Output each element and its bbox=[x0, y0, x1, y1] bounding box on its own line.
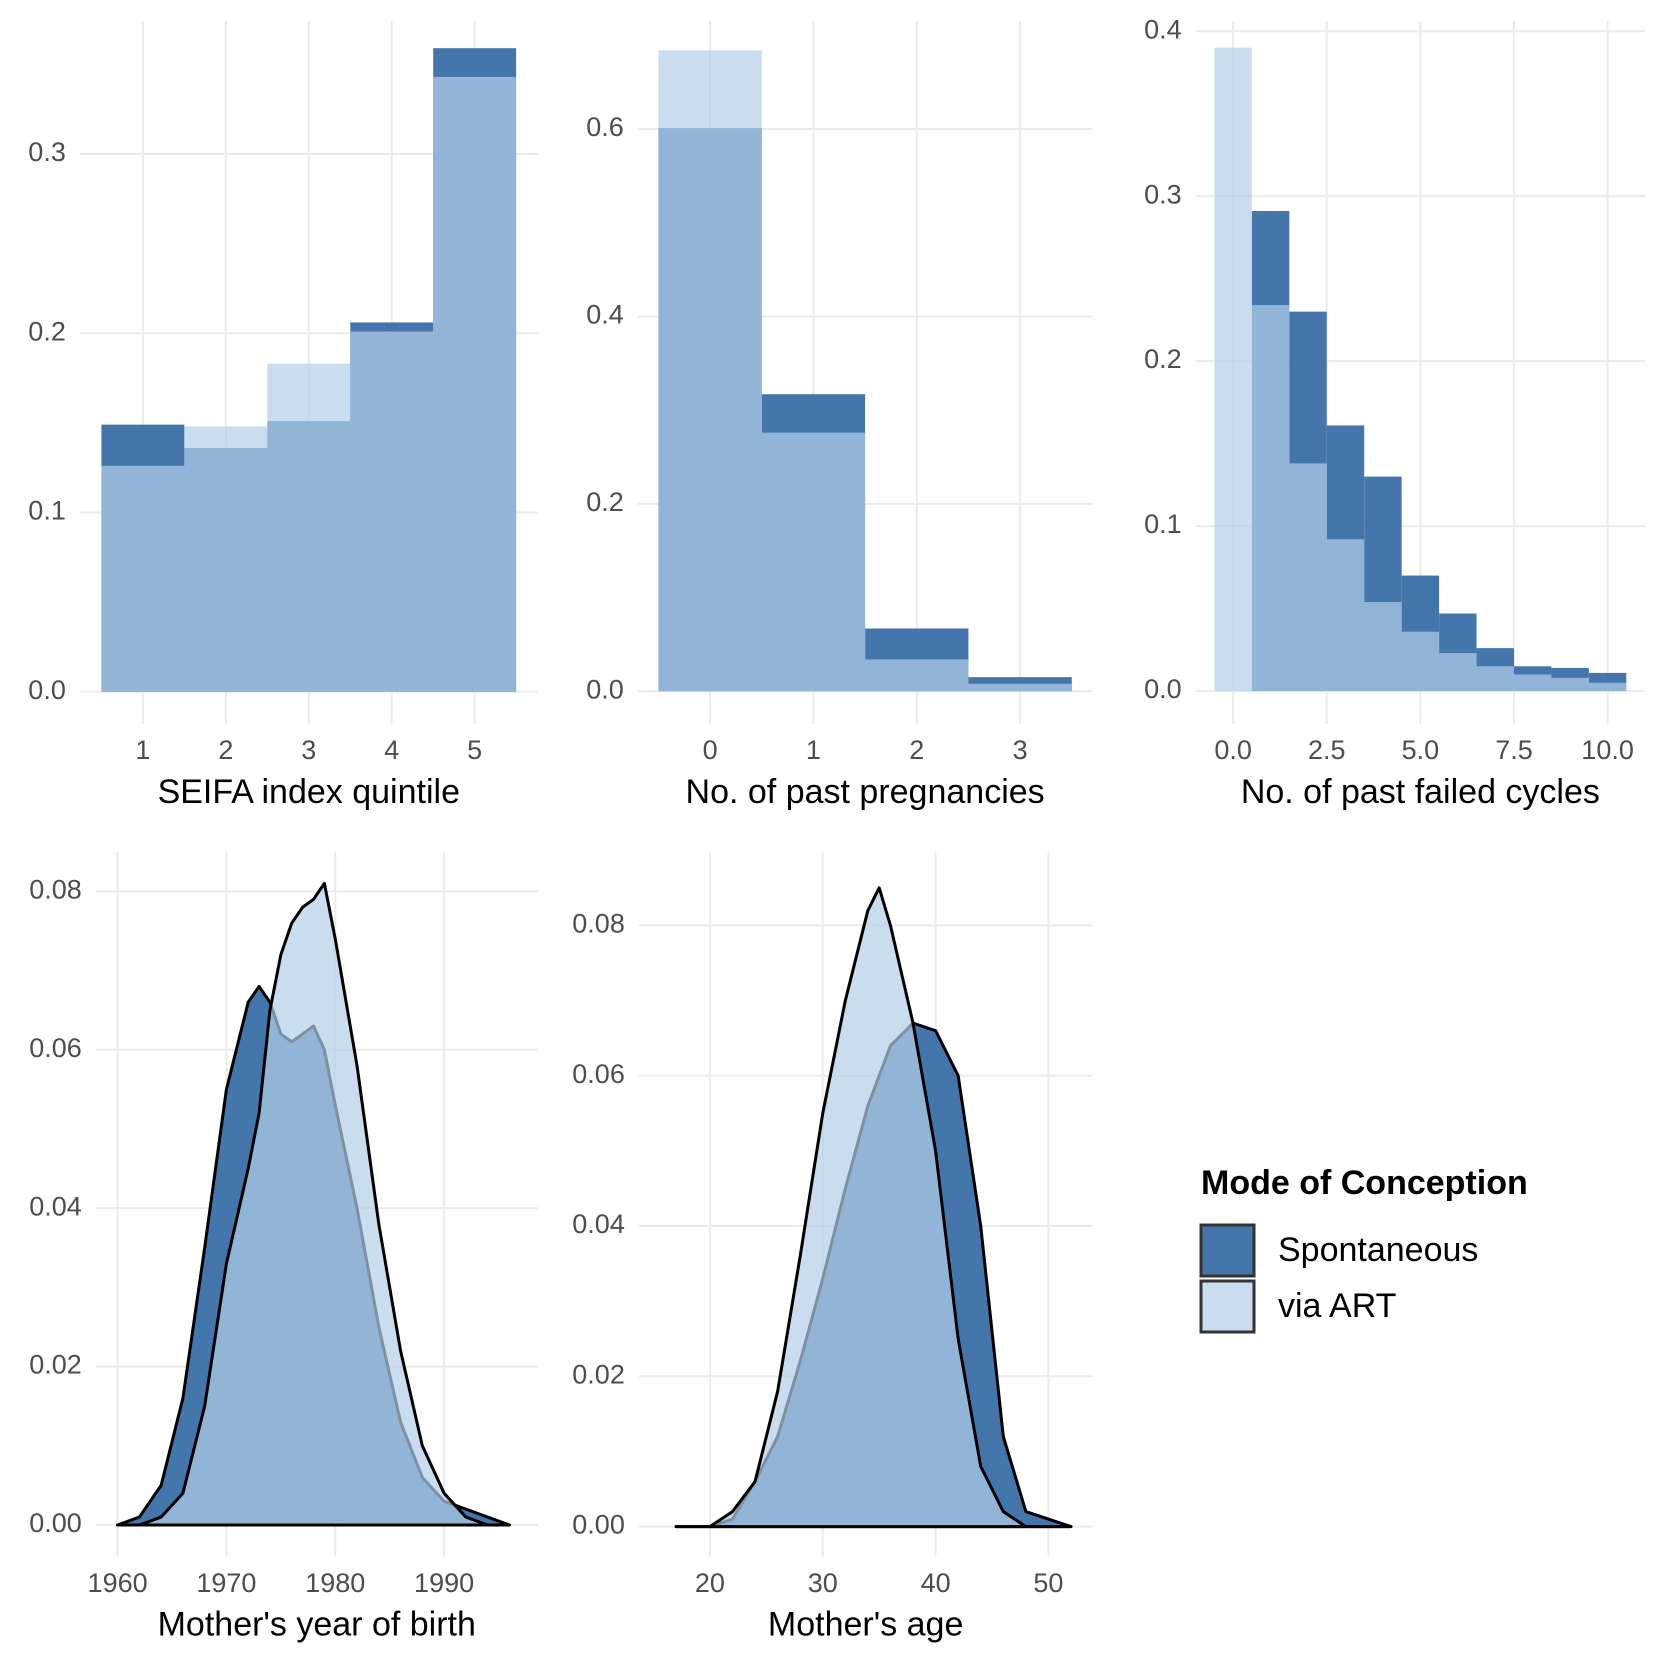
bar bbox=[1214, 47, 1252, 692]
y-tick-label: 0.4 bbox=[586, 300, 624, 330]
bar bbox=[1289, 463, 1327, 692]
bar bbox=[865, 659, 969, 692]
y-tick-label: 0.08 bbox=[29, 875, 82, 905]
x-axis-title: No. of past pregnancies bbox=[686, 773, 1045, 811]
y-tick-label: 0.00 bbox=[572, 1510, 625, 1540]
x-tick-label: 2.5 bbox=[1308, 735, 1346, 765]
bar bbox=[267, 363, 351, 692]
bar bbox=[1588, 682, 1627, 692]
x-axis-title: Mother's age bbox=[768, 1606, 963, 1644]
x-tick-label: 1970 bbox=[196, 1568, 256, 1598]
y-tick-label: 0.4 bbox=[1144, 14, 1182, 44]
x-tick-label: 7.5 bbox=[1495, 735, 1533, 765]
x-tick-label: 10.0 bbox=[1581, 735, 1634, 765]
x-tick-label: 4 bbox=[384, 735, 399, 765]
x-tick-label: 2 bbox=[218, 735, 233, 765]
legend-swatch bbox=[1199, 1223, 1256, 1278]
y-tick-label: 0.1 bbox=[1144, 509, 1182, 539]
density-area bbox=[116, 881, 511, 1527]
y-tick-label: 0.1 bbox=[28, 496, 66, 526]
y-tick-label: 0.06 bbox=[29, 1033, 82, 1063]
y-tick-label: 0.0 bbox=[28, 675, 66, 705]
x-tick-label: 0 bbox=[703, 735, 718, 765]
x-axis-title: Mother's year of birth bbox=[158, 1606, 476, 1644]
legend-label: via ART bbox=[1278, 1287, 1396, 1325]
x-tick-label: 3 bbox=[1013, 735, 1028, 765]
bar bbox=[1476, 666, 1514, 692]
y-tick-label: 0.06 bbox=[572, 1059, 625, 1089]
y-tick-label: 0.08 bbox=[572, 909, 625, 939]
y-tick-label: 0.0 bbox=[586, 674, 624, 704]
x-tick-label: 1980 bbox=[305, 1568, 365, 1598]
y-tick-label: 0.02 bbox=[572, 1359, 625, 1389]
y-tick-label: 0.6 bbox=[586, 112, 624, 142]
density-area bbox=[674, 886, 1073, 1529]
bar bbox=[658, 50, 762, 692]
y-tick-label: 0.04 bbox=[29, 1191, 82, 1221]
x-tick-label: 0.0 bbox=[1214, 735, 1252, 765]
bar bbox=[433, 76, 517, 692]
y-tick-label: 0.3 bbox=[28, 137, 66, 167]
bar bbox=[1439, 653, 1477, 692]
x-tick-label: 5.0 bbox=[1402, 735, 1440, 765]
x-tick-label: 50 bbox=[1033, 1568, 1063, 1598]
bar bbox=[1364, 601, 1402, 692]
bar bbox=[968, 683, 1072, 692]
y-tick-label: 0.3 bbox=[1144, 179, 1182, 209]
x-tick-label: 30 bbox=[808, 1568, 838, 1598]
y-tick-label: 0.2 bbox=[28, 316, 66, 346]
x-tick-label: 1 bbox=[135, 735, 150, 765]
bar bbox=[1513, 674, 1552, 692]
y-tick-label: 0.02 bbox=[29, 1350, 82, 1380]
x-tick-label: 40 bbox=[921, 1568, 951, 1598]
y-tick-label: 0.00 bbox=[29, 1508, 82, 1538]
y-tick-label: 0.2 bbox=[1144, 344, 1182, 374]
x-tick-label: 3 bbox=[301, 735, 316, 765]
bar bbox=[350, 331, 434, 692]
legend-title: Mode of Conception bbox=[1201, 1164, 1528, 1202]
bar bbox=[1401, 631, 1440, 692]
legend-swatch bbox=[1199, 1279, 1256, 1334]
y-tick-label: 0.0 bbox=[1144, 674, 1182, 704]
bar bbox=[101, 465, 185, 692]
x-axis-title: SEIFA index quintile bbox=[158, 773, 460, 811]
y-tick-label: 0.04 bbox=[572, 1209, 625, 1239]
x-tick-label: 1960 bbox=[88, 1568, 148, 1598]
legend-label: Spontaneous bbox=[1278, 1231, 1478, 1269]
bar bbox=[1551, 677, 1589, 692]
x-axis-title: No. of past failed cycles bbox=[1241, 773, 1600, 811]
x-tick-label: 1990 bbox=[414, 1568, 474, 1598]
x-tick-label: 20 bbox=[695, 1568, 725, 1598]
bar bbox=[761, 432, 866, 692]
y-tick-label: 0.2 bbox=[586, 487, 624, 517]
x-tick-label: 5 bbox=[467, 735, 482, 765]
x-tick-label: 2 bbox=[909, 735, 924, 765]
bar bbox=[1326, 539, 1365, 692]
bar bbox=[184, 426, 268, 692]
bar bbox=[1251, 305, 1290, 692]
x-tick-label: 1 bbox=[806, 735, 821, 765]
